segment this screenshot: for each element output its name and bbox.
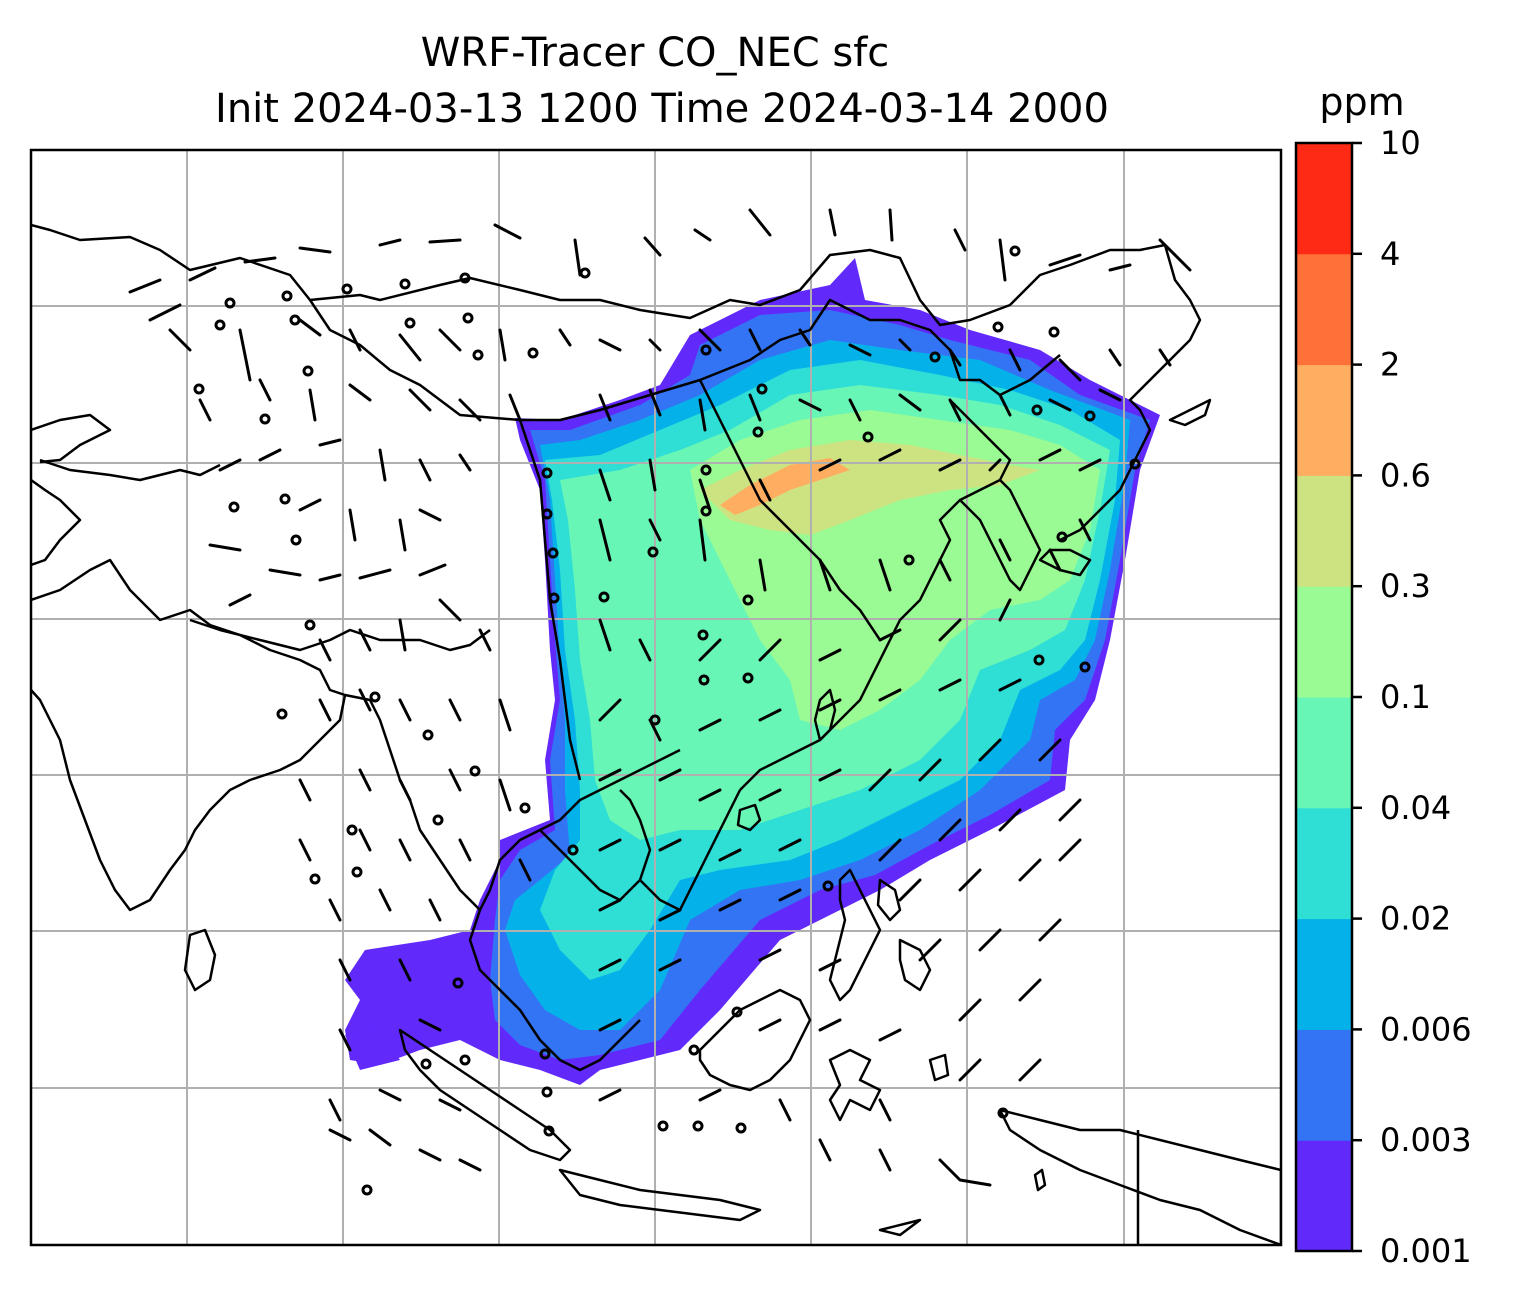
colorbar-band-0 [1296,1140,1352,1252]
colorbar-band-1 [1296,1029,1352,1141]
colorbar-band-4 [1296,697,1352,809]
colorbar-tick-label: 0.02 [1380,900,1451,938]
contour-0-001-bay-of-bengal [345,1030,400,1070]
colorbar-ticks: 0.001 0.003 0.006 0.02 0.04 0.1 0.3 0.6 2 4 10 [1352,124,1472,1270]
colorbar-tick-label: 2 [1380,346,1400,384]
calm-markers [193,245,1141,1196]
wind-barbs [128,208,1192,1187]
gridlines [31,150,1281,1245]
map-panel [31,150,1281,1245]
colorbar-band-9 [1296,143,1352,255]
colorbar-band-6 [1296,475,1352,587]
colorbar-band-5 [1296,586,1352,698]
colorbar-tick-label: 0.003 [1380,1121,1472,1159]
colorbar-tick-label: 0.3 [1380,567,1431,605]
colorbar-band-2 [1296,918,1352,1030]
colorbar-tick-label: 0.04 [1380,789,1451,827]
colorbar-unit: ppm [1319,80,1404,124]
colorbar-band-8 [1296,253,1352,366]
colorbar-tick-label: 0.001 [1380,1232,1472,1270]
colorbar-band-7 [1296,364,1352,476]
colorbar-tick-label: 10 [1380,124,1421,162]
contour-0-6 [720,458,850,515]
title-line-2: Init 2024-03-13 1200 Time 2024-03-14 200… [215,86,1109,132]
colorbar-bands [1296,143,1352,1252]
coastlines [31,223,1281,1245]
colorbar: 0.001 0.003 0.006 0.02 0.04 0.1 0.3 0.6 2 4 10 ppm [1294,80,1472,1270]
colorbar-tick-label: 4 [1380,235,1400,273]
title-line-1: WRF-Tracer CO_NEC sfc [421,30,890,76]
colorbar-tick-label: 0.6 [1380,456,1431,494]
colorbar-tick-label: 0.006 [1380,1010,1472,1048]
map-frame [29,148,1283,1247]
colorbar-tick-label: 0.1 [1380,678,1431,716]
colorbar-band-3 [1296,807,1352,920]
